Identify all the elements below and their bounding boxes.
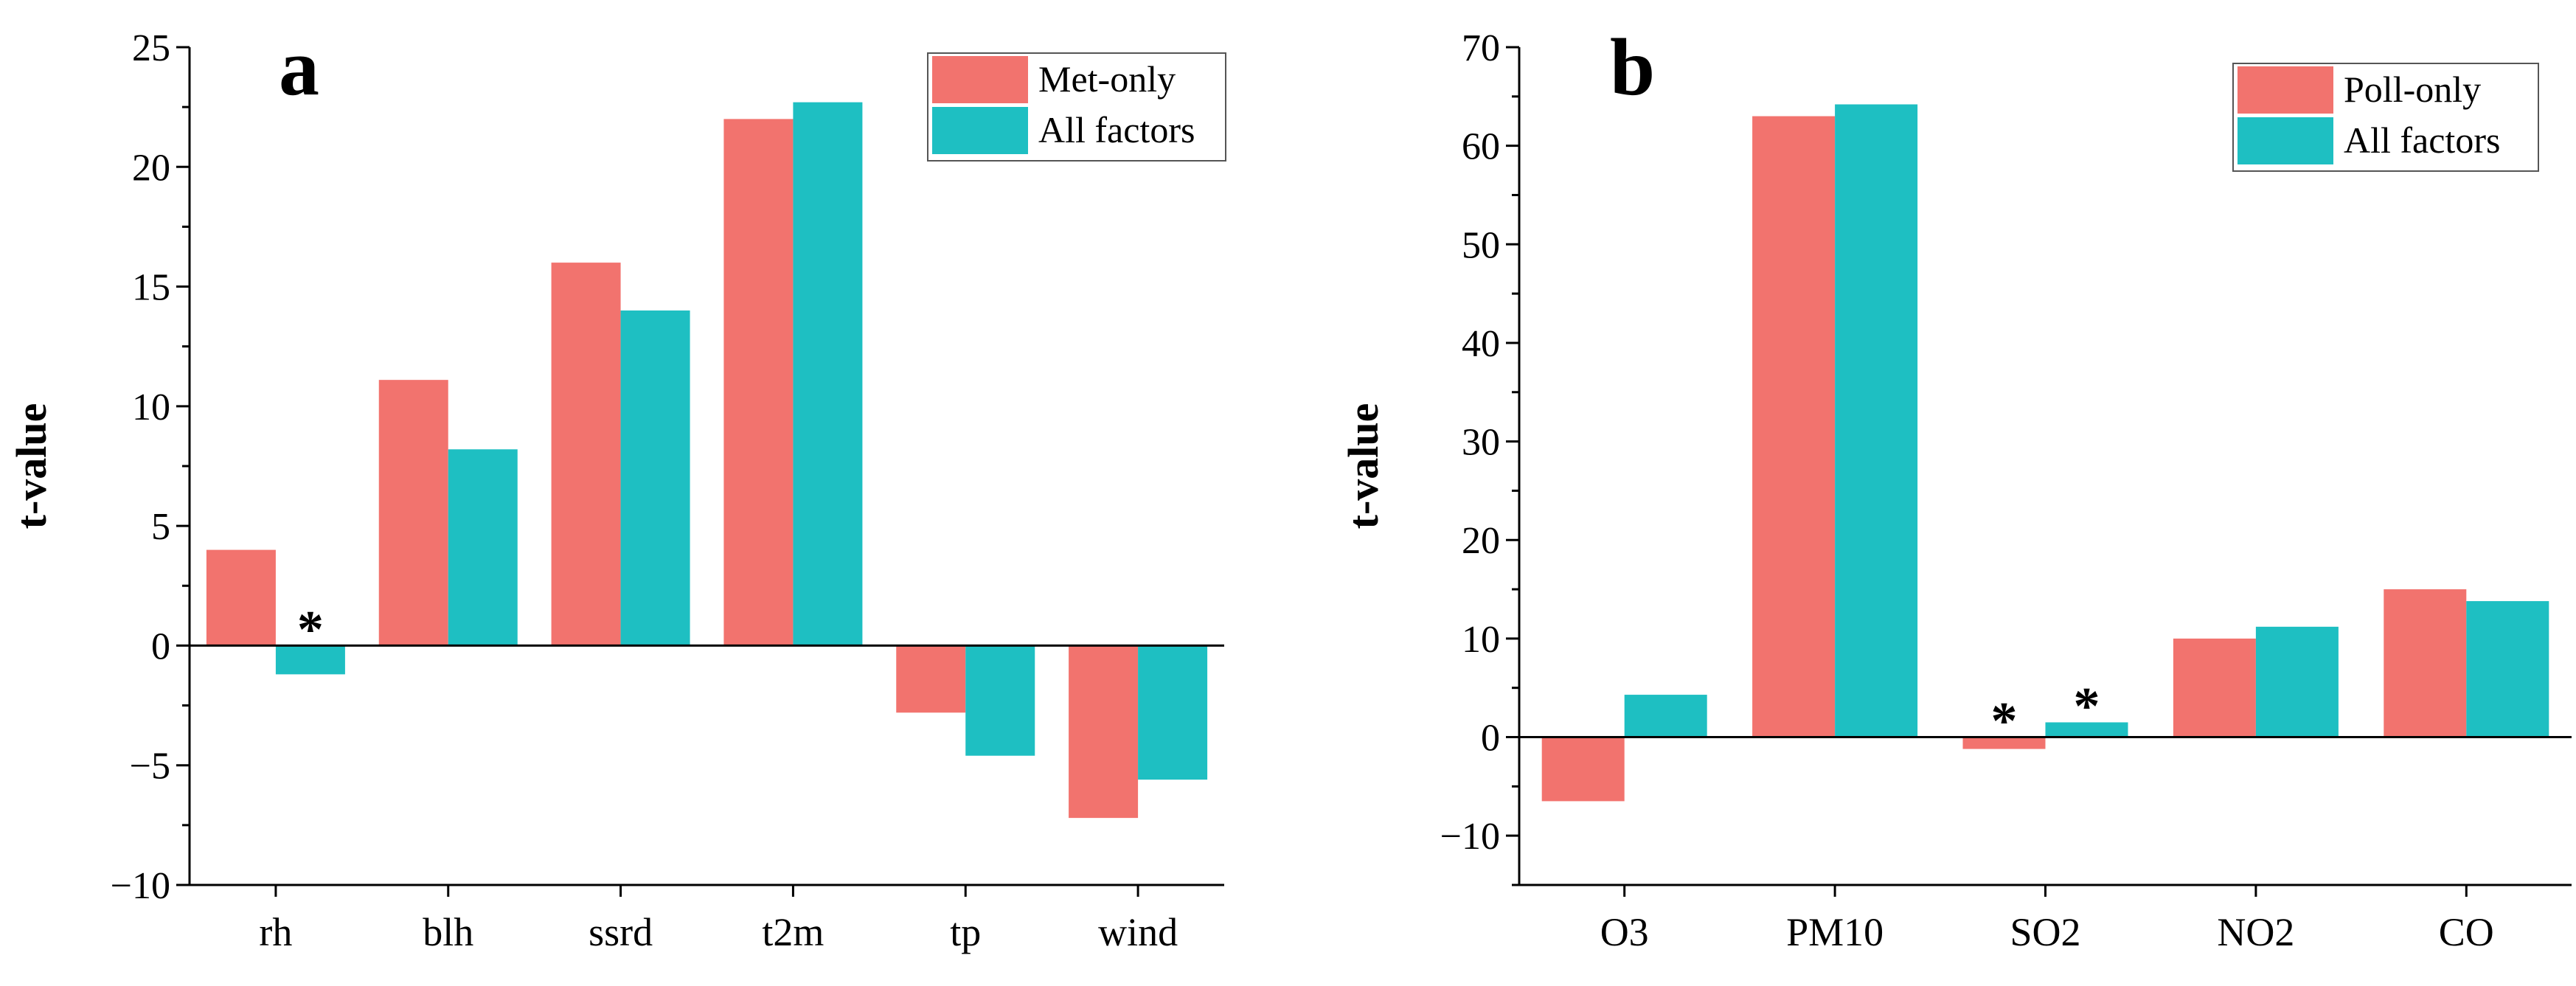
- legend-label-met-only: Met-only: [1038, 58, 1176, 100]
- bar-all-factors-rh: [275, 645, 345, 675]
- bar-poll-only-pm10: [1752, 116, 1836, 737]
- y-axis-title: t-value: [1339, 403, 1387, 530]
- bar-met-only-wind: [1069, 645, 1139, 819]
- bar-all-factors-wind: [1138, 645, 1208, 780]
- y-tick-label--10: −10: [111, 865, 170, 907]
- legend-label-poll-only: Poll-only: [2344, 69, 2481, 110]
- y-tick-label--10: −10: [1440, 816, 1500, 858]
- y-tick-label-15: 15: [132, 267, 170, 309]
- bar-all-factors-pm10: [1835, 104, 1918, 737]
- panel-letter: b: [1610, 22, 1655, 112]
- bar-met-only-rh: [206, 549, 276, 646]
- bar-poll-only-no2: [2173, 638, 2256, 737]
- x-tick-label-pm10: PM10: [1786, 910, 1884, 954]
- y-tick-label-5: 5: [151, 506, 170, 548]
- bar-all-factors-o3: [1624, 695, 1707, 737]
- y-tick-label-25: 25: [132, 27, 170, 69]
- y-tick-label-30: 30: [1462, 422, 1500, 464]
- legend-swatch-poll-only: [2237, 66, 2333, 114]
- legend-label-all-factors: All factors: [2344, 119, 2500, 161]
- bar-poll-only-co: [2384, 589, 2467, 737]
- y-tick-label-50: 50: [1462, 224, 1500, 266]
- bar-met-only-tp: [896, 645, 966, 713]
- x-tick-label-no2: NO2: [2217, 910, 2294, 954]
- bar-all-factors-co: [2466, 601, 2549, 737]
- bar-met-only-blh: [378, 380, 448, 646]
- x-tick-label-tp: tp: [950, 910, 981, 954]
- legend: Poll-only All factors: [2232, 63, 2539, 172]
- y-tick-label-70: 70: [1462, 27, 1500, 69]
- legend: Met-only All factors: [927, 52, 1226, 162]
- y-tick-label-60: 60: [1462, 126, 1500, 168]
- x-tick-label-blh: blh: [423, 910, 473, 954]
- legend-label-all-factors: All factors: [1038, 109, 1195, 150]
- x-tick-label-o3: O3: [1600, 910, 1649, 954]
- legend-swatch-all-factors: [2237, 117, 2333, 164]
- bar-poll-only-so2: [1962, 737, 2046, 749]
- bar-all-factors-t2m: [793, 102, 863, 646]
- legend-swatch-all-factors: [932, 107, 1028, 154]
- significance-star: *: [1991, 692, 2018, 751]
- bar-met-only-t2m: [723, 119, 794, 646]
- y-axis-title: t-value: [7, 403, 55, 530]
- bar-all-factors-no2: [2255, 626, 2339, 737]
- significance-star: *: [2074, 676, 2100, 735]
- bar-poll-only-o3: [1541, 737, 1625, 802]
- bar-met-only-ssrd: [551, 263, 621, 646]
- panel-letter: a: [279, 22, 319, 112]
- bar-all-factors-tp: [965, 645, 1035, 756]
- x-tick-label-wind: wind: [1098, 910, 1178, 954]
- chart-panel-b: O3 PM10 SO2 NO2 CO −10 0 10 20 30 40 50 60 70 t-value b…: [1339, 22, 2572, 954]
- y-tick-label-0: 0: [151, 625, 170, 667]
- bar-all-factors-blh: [448, 449, 518, 646]
- x-tick-label-so2: SO2: [2010, 910, 2080, 954]
- significance-star: *: [297, 600, 324, 659]
- bar-all-factors-ssrd: [620, 310, 690, 646]
- chart-panel-a: rh blh ssrd t2m tp wind −10 −5 0 5 10 15 20 25 t-value…: [7, 22, 1226, 954]
- y-tick-label-0: 0: [1481, 718, 1500, 760]
- x-tick-label-ssrd: ssrd: [589, 910, 653, 954]
- y-tick-label--5: −5: [130, 746, 170, 788]
- y-tick-label-20: 20: [1462, 520, 1500, 562]
- y-tick-label-10: 10: [132, 386, 170, 428]
- x-tick-label-t2m: t2m: [762, 910, 824, 954]
- y-tick-label-20: 20: [132, 147, 170, 189]
- x-tick-label-co: CO: [2439, 910, 2494, 954]
- x-tick-label-rh: rh: [259, 910, 292, 954]
- y-tick-label-10: 10: [1462, 619, 1500, 661]
- y-tick-label-40: 40: [1462, 323, 1500, 365]
- bar-all-factors-so2: [2045, 722, 2128, 737]
- legend-swatch-met-only: [932, 56, 1028, 103]
